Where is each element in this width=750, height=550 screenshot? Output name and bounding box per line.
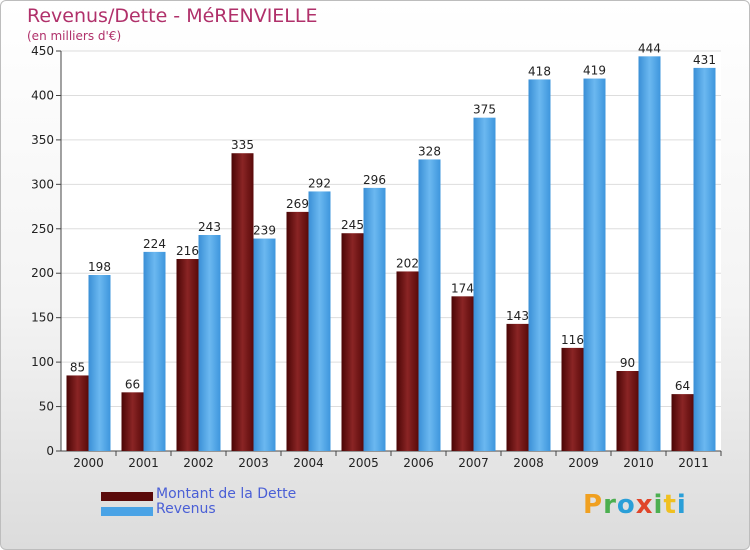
y-tick-label: 250 <box>31 222 54 236</box>
chart-title: Revenus/Dette - MéRENVIELLE <box>27 5 318 27</box>
bar-revenue <box>693 67 716 451</box>
y-tick-label: 300 <box>31 177 54 191</box>
data-label-debt: 202 <box>396 256 419 270</box>
logo-letter: o <box>616 490 636 520</box>
data-label-debt: 64 <box>675 379 690 393</box>
bar-debt <box>121 392 144 451</box>
data-label-debt: 174 <box>451 281 474 295</box>
x-tick-label: 2010 <box>623 456 654 470</box>
data-label-revenue: 418 <box>528 64 551 78</box>
proxiti-logo: Proxiti <box>583 490 687 520</box>
x-tick-label: 2005 <box>348 456 379 470</box>
bar-revenue <box>638 56 661 451</box>
bar-debt <box>231 153 254 451</box>
bar-debt <box>506 323 529 451</box>
bar-revenue <box>198 235 221 451</box>
data-label-debt: 245 <box>341 218 364 232</box>
x-tick-label: 2006 <box>403 456 434 470</box>
bar-revenue <box>418 159 441 451</box>
x-tick-label: 2004 <box>293 456 324 470</box>
y-tick-label: 150 <box>31 311 54 325</box>
bar-debt <box>561 347 584 451</box>
bar-revenue <box>253 238 276 451</box>
y-tick-label: 50 <box>39 400 54 414</box>
bar-revenue <box>473 117 496 452</box>
data-label-debt: 216 <box>176 244 199 258</box>
data-label-revenue: 243 <box>198 220 221 234</box>
y-tick-label: 450 <box>31 44 54 58</box>
x-tick-label: 2002 <box>183 456 214 470</box>
y-tick-label: 400 <box>31 88 54 102</box>
bar-revenue <box>528 79 551 451</box>
data-label-revenue: 292 <box>308 176 331 190</box>
bar-debt <box>671 394 694 451</box>
bar-revenue <box>308 191 331 451</box>
data-label-debt: 66 <box>125 377 140 391</box>
bar-revenue <box>583 78 606 452</box>
bar-revenue <box>88 275 111 451</box>
x-tick-label: 2001 <box>128 456 159 470</box>
data-label-debt: 85 <box>70 360 85 374</box>
legend-label-debt: Montant de la Dette <box>156 486 297 502</box>
data-label-revenue: 198 <box>88 260 111 274</box>
data-label-revenue: 224 <box>143 237 166 251</box>
bar-revenue <box>363 187 386 451</box>
y-tick-label: 350 <box>31 133 54 147</box>
logo-letter: r <box>603 490 617 520</box>
data-label-revenue: 431 <box>693 53 716 67</box>
legend-label-revenue: Revenus <box>156 501 216 517</box>
bar-debt <box>396 271 419 451</box>
logo-letter: P <box>583 490 604 520</box>
data-label-debt: 116 <box>561 333 584 347</box>
y-tick-label: 100 <box>31 355 54 369</box>
legend-swatch-debt <box>101 492 153 501</box>
bar-debt <box>176 259 199 451</box>
data-label-debt: 90 <box>620 356 635 370</box>
plot-area <box>61 51 721 451</box>
bar-debt <box>451 296 474 451</box>
data-label-revenue: 444 <box>638 41 661 55</box>
data-label-revenue: 296 <box>363 173 386 187</box>
logo-letter: x <box>635 490 654 520</box>
x-tick-label: 2003 <box>238 456 269 470</box>
y-tick-label: 200 <box>31 266 54 280</box>
data-label-revenue: 375 <box>473 103 496 117</box>
logo-letter: t <box>663 490 677 520</box>
y-tick-label: 0 <box>46 444 54 458</box>
bar-debt <box>286 211 309 451</box>
x-tick-label: 2011 <box>678 456 709 470</box>
data-label-debt: 143 <box>506 309 529 323</box>
data-label-revenue: 419 <box>583 64 606 78</box>
x-tick-label: 2009 <box>568 456 599 470</box>
bar-debt <box>66 375 89 451</box>
logo-letter: i <box>676 490 687 520</box>
data-label-debt: 335 <box>231 138 254 152</box>
x-tick-label: 2000 <box>73 456 104 470</box>
bar-debt <box>341 233 364 451</box>
logo-letter: i <box>653 490 664 520</box>
x-tick-label: 2008 <box>513 456 544 470</box>
x-tick-label: 2007 <box>458 456 489 470</box>
chart-subtitle: (en milliers d'€) <box>27 29 122 43</box>
data-label-debt: 269 <box>286 197 309 211</box>
data-label-revenue: 328 <box>418 144 441 158</box>
bar-debt <box>616 371 639 451</box>
bar-revenue <box>143 251 166 451</box>
legend-swatch-revenue <box>101 507 153 516</box>
data-label-revenue: 239 <box>253 224 276 238</box>
